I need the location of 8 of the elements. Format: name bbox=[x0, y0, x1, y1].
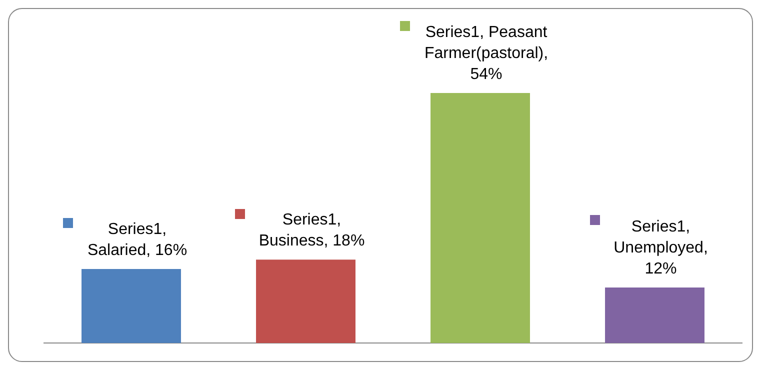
data-label: Series1, Business, 18% bbox=[258, 212, 365, 250]
data-label: Series1, Salaried, 16% bbox=[87, 220, 188, 259]
bar bbox=[605, 287, 704, 343]
bar bbox=[430, 93, 530, 343]
data-label: Series1, Unemployed, 12% bbox=[614, 218, 708, 278]
bar bbox=[82, 268, 181, 343]
data-label: Series1, Peasant Farmer(pastoral), 54% bbox=[424, 24, 548, 84]
bar bbox=[256, 260, 356, 343]
